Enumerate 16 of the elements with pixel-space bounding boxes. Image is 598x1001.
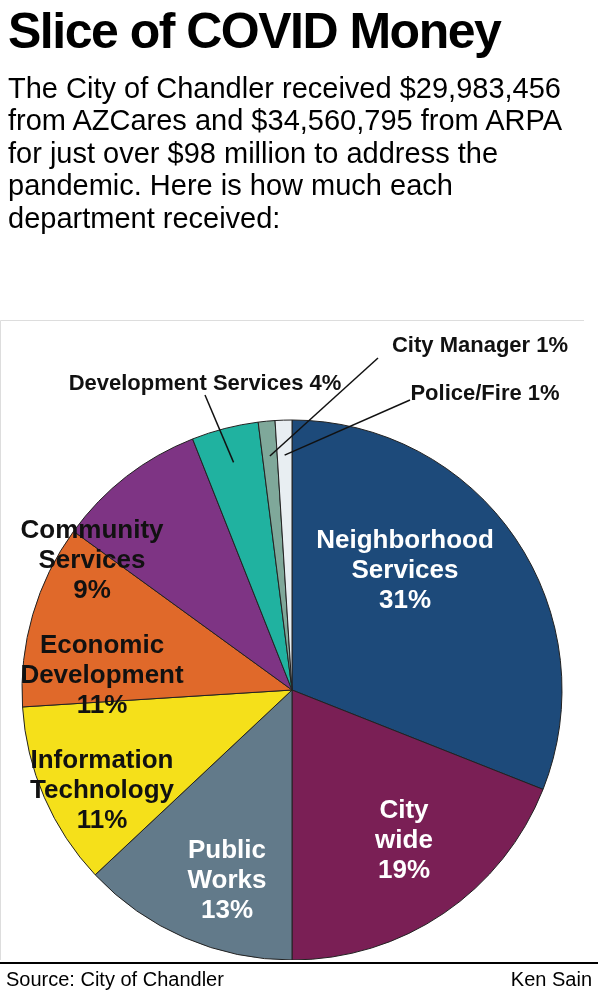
data-label: 13% — [200, 894, 254, 924]
text: Ken Sain — [510, 968, 592, 991]
data-label: 11% — [76, 804, 128, 834]
chart-title: Slice of COVID Money — [8, 2, 501, 60]
slice-label: City Manager 1% — [391, 332, 569, 357]
source-note: Source: City of Chandler — [6, 968, 224, 991]
data-label: 19% — [377, 854, 431, 884]
chart-subtitle: The City of Chandler received $29,983,456 from AZCares and $34,560,795 from ARPA for just over $98 million to address the pandemic. Here is how much each department received: — [8, 72, 562, 235]
slice-label: Development Services 4% — [68, 370, 342, 395]
slice-label: City wide — [374, 794, 433, 854]
slice-label: Public Works — [187, 834, 267, 894]
slice-label: Neighborhood Services — [316, 524, 494, 584]
slice-label: Economic Development — [20, 629, 184, 689]
data-label: 31% — [378, 584, 432, 614]
data-label: 9% — [73, 574, 111, 604]
slice-label: Police/Fire 1% — [410, 380, 560, 405]
